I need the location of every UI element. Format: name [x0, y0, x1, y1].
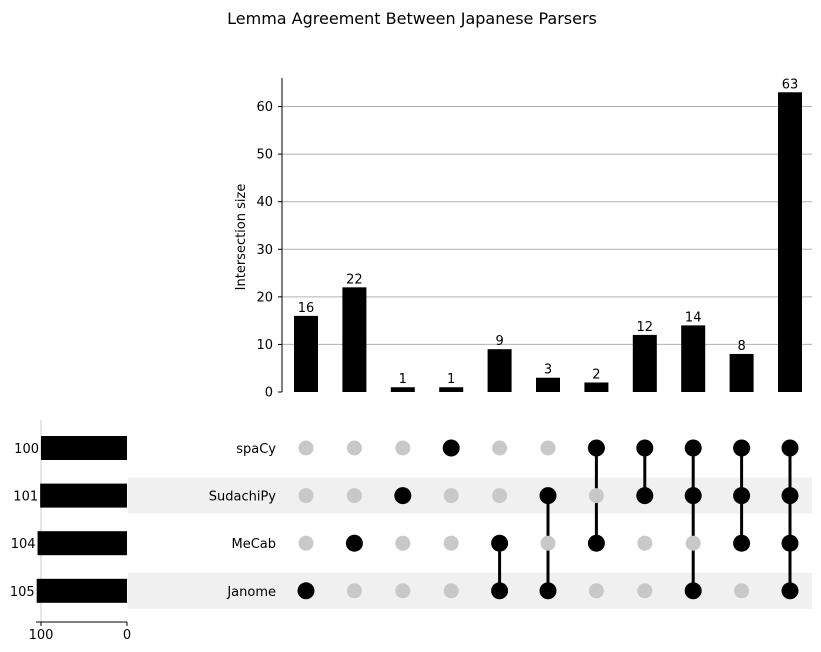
- membership-dot-empty: [734, 583, 750, 599]
- intersection-bar: [584, 382, 609, 392]
- y-tick-label: 40: [256, 195, 273, 210]
- membership-dot-filled: [733, 487, 751, 505]
- membership-dot-empty: [492, 488, 508, 504]
- bar-value-label: 16: [298, 301, 315, 316]
- intersection-bar: [487, 349, 512, 392]
- bar-value-label: 14: [685, 310, 702, 325]
- membership-dot-empty: [588, 583, 604, 599]
- set-size-tick-label: 100: [29, 628, 54, 643]
- membership-dot-filled: [781, 439, 799, 457]
- set-size-bar: [36, 578, 128, 603]
- membership-dot-filled: [684, 439, 702, 457]
- y-tick-label: 0: [265, 386, 273, 401]
- membership-dot-filled: [539, 487, 557, 505]
- bar-value-label: 8: [737, 339, 745, 354]
- intersection-bars: 16 22 1 1 9 3 2 12 14 8 63: [294, 77, 802, 392]
- y-axis-label: Intersection size: [234, 184, 249, 291]
- membership-dot-filled: [491, 582, 509, 600]
- membership-dot-filled: [636, 487, 654, 505]
- intersection-bar: [778, 92, 802, 392]
- membership-dot-filled: [636, 439, 654, 457]
- membership-dot-empty: [395, 583, 411, 599]
- set-label: SudachiPy: [209, 490, 277, 505]
- membership-dot-empty: [346, 440, 362, 456]
- bar-value-label: 63: [782, 77, 799, 92]
- membership-dot-filled: [539, 582, 557, 600]
- bar-value-label: 9: [495, 334, 503, 349]
- membership-dot-empty: [588, 488, 604, 504]
- set-size-label: 104: [11, 537, 36, 552]
- y-tick-label: 50: [256, 148, 273, 163]
- y-axis: 0 10 20 30 40 50 60: [256, 78, 283, 401]
- bar-value-label: 1: [399, 372, 407, 387]
- membership-dot-empty: [637, 583, 653, 599]
- set-label: spaCy: [236, 442, 276, 457]
- bar-value-label: 1: [447, 372, 455, 387]
- y-tick-label: 30: [256, 243, 273, 258]
- gridlines: [282, 106, 812, 345]
- membership-dot-filled: [587, 534, 605, 552]
- membership-dot-empty: [346, 488, 362, 504]
- intersection-bar: [439, 387, 464, 392]
- membership-dot-empty: [685, 535, 701, 551]
- set-size-label: 100: [14, 442, 39, 457]
- set-size-bars: 100 101 104 105 100 0: [10, 420, 131, 643]
- membership-dot-empty: [298, 488, 314, 504]
- intersection-bar: [632, 334, 657, 392]
- set-label: MeCab: [231, 537, 276, 552]
- set-size-bar: [41, 436, 127, 460]
- membership-dot-filled: [394, 487, 412, 505]
- intersection-bar: [294, 315, 318, 392]
- chart-title: Lemma Agreement Between Japanese Parsers: [227, 9, 597, 28]
- membership-dot-empty: [540, 535, 556, 551]
- intersection-bar: [681, 325, 706, 392]
- set-size-label: 101: [13, 490, 38, 505]
- membership-dot-empty: [443, 535, 459, 551]
- membership-dot-filled: [442, 439, 460, 457]
- intersection-bar: [536, 377, 560, 392]
- y-tick-label: 20: [256, 290, 273, 305]
- set-size-label: 105: [10, 585, 35, 600]
- set-size-bar: [40, 483, 127, 508]
- membership-dot-empty: [443, 488, 459, 504]
- membership-dot-filled: [587, 439, 605, 457]
- membership-dot-filled: [491, 534, 509, 552]
- membership-dot-filled: [781, 534, 799, 552]
- membership-dot-filled: [684, 582, 702, 600]
- membership-dot-empty: [443, 583, 459, 599]
- membership-dot-empty: [395, 440, 411, 456]
- membership-dot-empty: [395, 535, 411, 551]
- bar-value-label: 22: [346, 272, 363, 287]
- membership-dot-empty: [492, 440, 508, 456]
- intersection-bar: [342, 287, 367, 392]
- membership-dot-empty: [637, 535, 653, 551]
- membership-dot-empty: [346, 583, 362, 599]
- membership-dot-empty: [298, 535, 314, 551]
- membership-dot-filled: [684, 487, 702, 505]
- membership-dot-filled: [733, 534, 751, 552]
- y-tick-label: 60: [256, 100, 273, 115]
- membership-dot-filled: [345, 534, 363, 552]
- bar-value-label: 2: [592, 367, 600, 382]
- bar-value-label: 3: [544, 363, 552, 378]
- membership-dot-filled: [733, 439, 751, 457]
- intersection-bar: [729, 353, 754, 392]
- intersection-bar: [390, 387, 415, 392]
- membership-dot-filled: [781, 487, 799, 505]
- membership-dot-filled: [297, 582, 315, 600]
- set-size-bar: [37, 531, 128, 556]
- membership-matrix: spaCy SudachiPy MeCab Janome: [209, 439, 799, 600]
- y-tick-label: 10: [256, 338, 273, 353]
- set-label: Janome: [226, 585, 276, 600]
- membership-dot-filled: [781, 582, 799, 600]
- bar-value-label: 12: [637, 320, 654, 335]
- set-size-tick-label: 0: [123, 628, 131, 643]
- membership-dot-empty: [540, 440, 556, 456]
- membership-dot-empty: [298, 440, 314, 456]
